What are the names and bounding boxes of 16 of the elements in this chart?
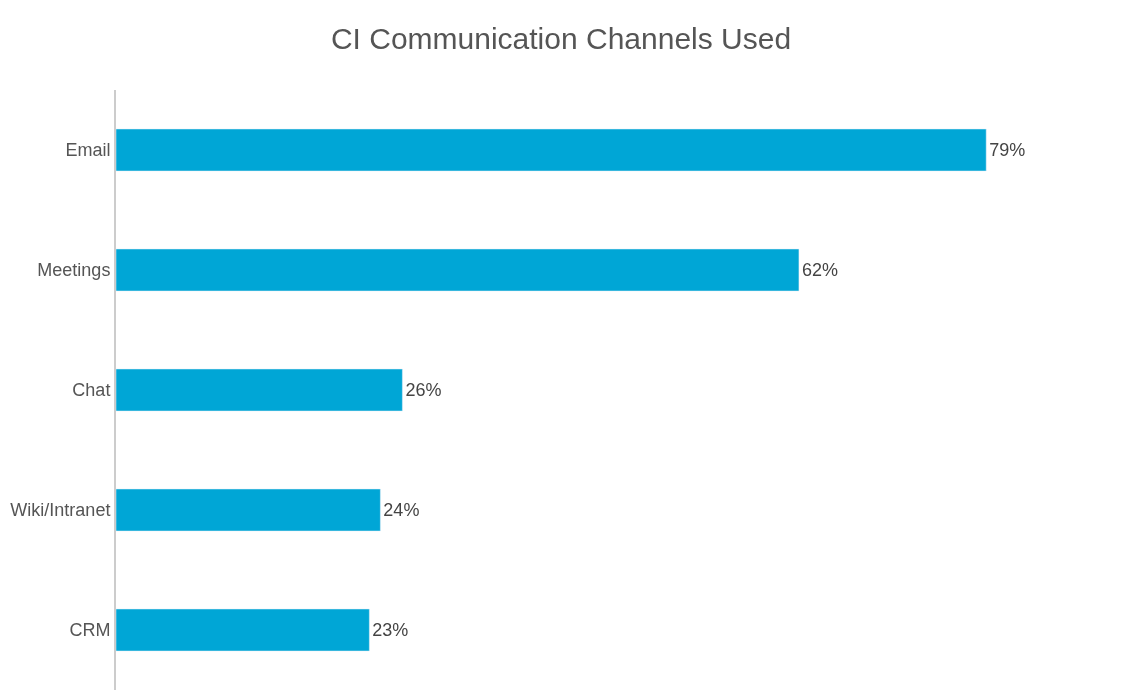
data-label: 23% <box>372 620 409 640</box>
y-tick-label: Chat <box>72 380 111 401</box>
data-label: 24% <box>383 500 420 520</box>
data-label: 79% <box>989 140 1026 160</box>
y-tick-label: Wiki/Intranet <box>10 500 111 521</box>
data-label: 26% <box>405 380 442 400</box>
y-tick-label: Meetings <box>37 260 111 281</box>
y-tick-label: CRM <box>69 620 111 641</box>
bar <box>116 248 800 292</box>
bar <box>116 128 987 172</box>
data-label: 62% <box>801 260 838 280</box>
bar <box>116 368 403 412</box>
y-tick-label: Email <box>65 140 111 161</box>
chart-title: CI Communication Channels Used <box>330 22 792 55</box>
bar <box>116 488 381 532</box>
bar <box>116 608 370 652</box>
